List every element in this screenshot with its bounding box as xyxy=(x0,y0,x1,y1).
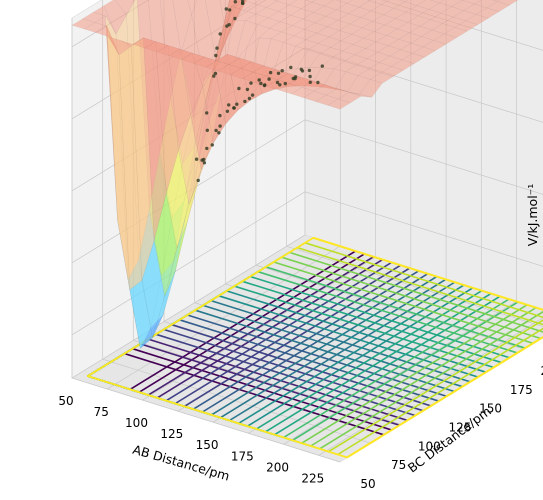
x-tick-label: 100 xyxy=(125,416,148,430)
y-tick-label: 175 xyxy=(510,383,533,397)
surface-patch xyxy=(404,0,427,6)
trajectory-point xyxy=(237,86,241,91)
trajectory-point xyxy=(218,32,222,36)
trajectory-point xyxy=(214,128,218,133)
trajectory-point xyxy=(307,68,312,73)
trajectory-point xyxy=(233,16,237,21)
trajectory-point xyxy=(218,113,222,118)
surface-patch xyxy=(422,40,447,51)
trajectory-point xyxy=(257,78,261,82)
trajectory-point xyxy=(212,74,216,78)
y-tick-label: 200 xyxy=(540,364,543,378)
trajectory-point xyxy=(280,69,284,73)
x-tick-label: 200 xyxy=(266,460,289,474)
trajectory-point xyxy=(262,83,267,88)
surface-patch xyxy=(492,0,500,2)
z-axis-label: V/kJ.mol⁻¹ xyxy=(525,184,540,247)
y-tick-label: 75 xyxy=(391,458,406,472)
surface-patch xyxy=(369,0,390,5)
trajectory-point xyxy=(224,7,228,11)
surface-patch xyxy=(335,0,353,4)
trajectory-point xyxy=(299,67,303,72)
trajectory-point xyxy=(205,146,209,151)
trajectory-point xyxy=(225,109,230,114)
contour-line xyxy=(87,236,543,459)
trajectory-point xyxy=(210,143,214,147)
x-tick-label: 75 xyxy=(94,405,109,419)
surface-patch xyxy=(390,59,415,71)
x-tick-label: 50 xyxy=(58,394,73,408)
trajectory-point xyxy=(217,131,221,135)
trajectory-point xyxy=(247,96,252,101)
trajectory-point xyxy=(308,80,312,85)
trajectory-point xyxy=(268,70,273,75)
trajectory-point xyxy=(228,8,232,12)
x-tick-label: 150 xyxy=(196,438,219,452)
trajectory-point xyxy=(205,111,209,115)
potential-surface xyxy=(71,0,519,350)
trajectory-point xyxy=(320,64,324,68)
trajectory-point xyxy=(213,71,218,76)
surface-patch xyxy=(486,1,510,12)
surface-patch xyxy=(366,0,372,1)
trajectory-point xyxy=(316,80,320,85)
surface-patch xyxy=(276,0,298,6)
surface-patch xyxy=(304,0,316,3)
trajectory-point xyxy=(276,71,281,76)
trajectory-point xyxy=(205,128,209,132)
y-tick-label: 50 xyxy=(360,477,375,491)
trajectory-points xyxy=(194,0,324,183)
grid-line-y xyxy=(102,0,371,444)
trajectory-point xyxy=(214,53,218,58)
y-tick-label: 100 xyxy=(418,439,441,453)
trajectory-point xyxy=(240,1,245,5)
surface-patch xyxy=(429,0,445,4)
trajectory-point xyxy=(200,158,204,162)
trajectory-point xyxy=(283,81,287,86)
trajectory-point xyxy=(233,0,237,4)
trajectory-point xyxy=(245,87,250,92)
surface-patch xyxy=(359,79,383,98)
surface-patch xyxy=(369,72,394,84)
trajectory-point xyxy=(215,46,219,50)
trajectory-point xyxy=(232,106,236,110)
trajectory-point xyxy=(289,65,293,70)
trajectory-point xyxy=(267,77,271,81)
trajectory-point xyxy=(275,80,280,85)
trajectory-point xyxy=(227,103,231,107)
floor-contours xyxy=(87,236,543,459)
y-tick-label: 125 xyxy=(449,421,472,435)
trajectory-point xyxy=(250,93,255,97)
y-tick-label: 150 xyxy=(479,402,502,416)
trajectory-point xyxy=(249,81,253,85)
trajectory-point xyxy=(243,99,247,104)
x-tick-label: 175 xyxy=(231,449,254,463)
surface-patch xyxy=(401,53,426,64)
axis-ticks: 50 75 100 125 150 175 200 225 50 75 100 125 150 175 20… xyxy=(58,364,543,491)
trajectory-point xyxy=(202,161,207,165)
trajectory-point xyxy=(218,124,222,128)
surface-patch xyxy=(475,7,500,19)
surface-patch xyxy=(433,33,457,45)
trajectory-point xyxy=(235,102,239,106)
grid-line-y xyxy=(71,18,341,463)
surface-patch xyxy=(272,0,280,2)
x-tick-label: 225 xyxy=(301,471,324,485)
trajectory-point xyxy=(259,81,263,86)
trajectory-point xyxy=(194,157,199,161)
trajectory-point xyxy=(293,76,297,81)
trajectory-point xyxy=(196,178,200,183)
grid-line-x xyxy=(318,317,543,456)
trajectory-point xyxy=(308,74,312,79)
trajectory-point xyxy=(227,23,231,27)
trajectory-point xyxy=(278,83,282,87)
x-tick-label: 125 xyxy=(160,427,183,441)
surface-patch xyxy=(327,98,352,110)
